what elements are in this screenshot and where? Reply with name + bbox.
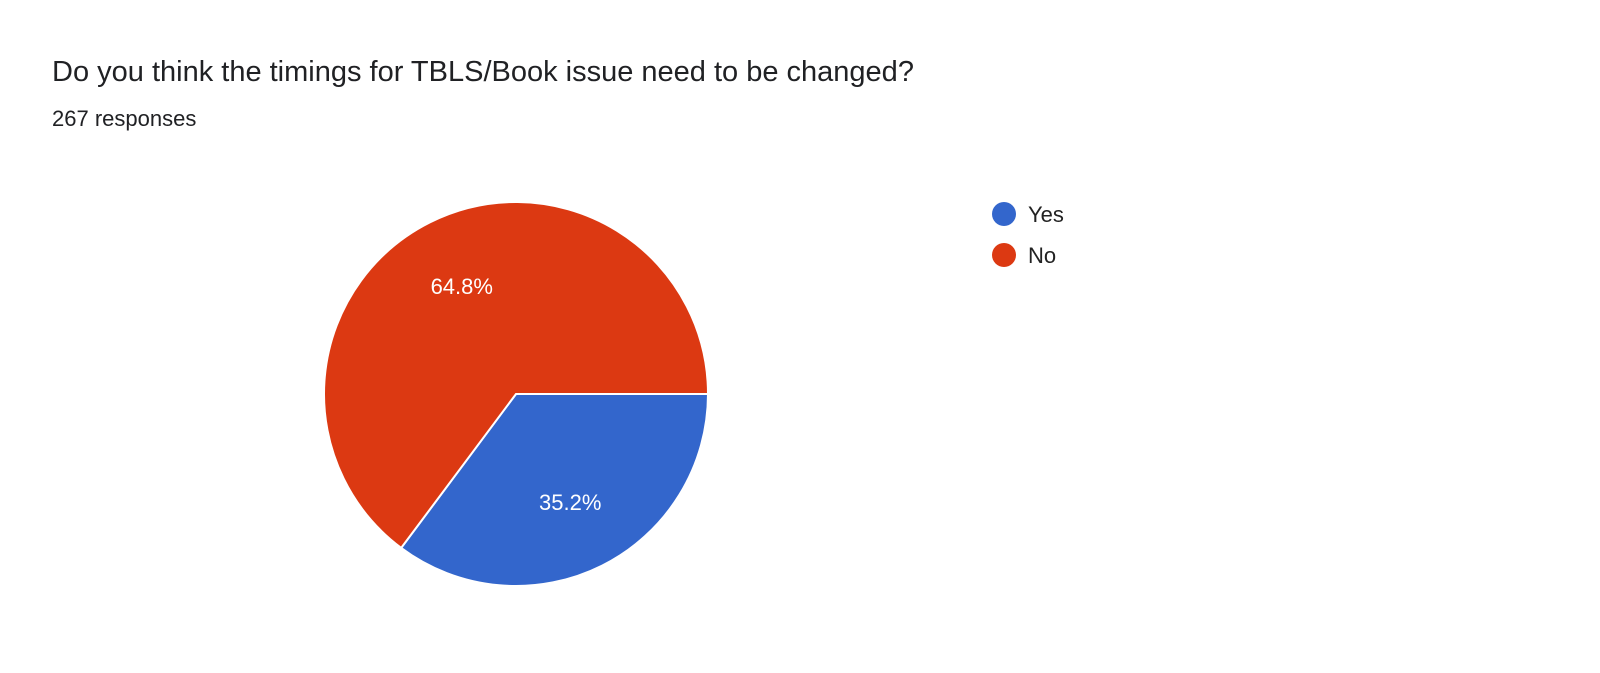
response-count: 267 responses: [52, 106, 197, 131]
legend-label-no[interactable]: No: [1028, 243, 1056, 268]
slice-label-no: 64.8%: [431, 274, 493, 299]
pie-slice-yes[interactable]: [399, 393, 710, 587]
legend-marker-no: [992, 243, 1016, 267]
legend-marker-yes: [992, 202, 1016, 226]
chart-title: Do you think the timings for TBLS/Book i…: [52, 56, 914, 88]
legend-label-yes[interactable]: Yes: [1028, 202, 1064, 227]
slice-label-yes: 35.2%: [539, 490, 601, 515]
pie-slice-no[interactable]: [323, 201, 710, 550]
